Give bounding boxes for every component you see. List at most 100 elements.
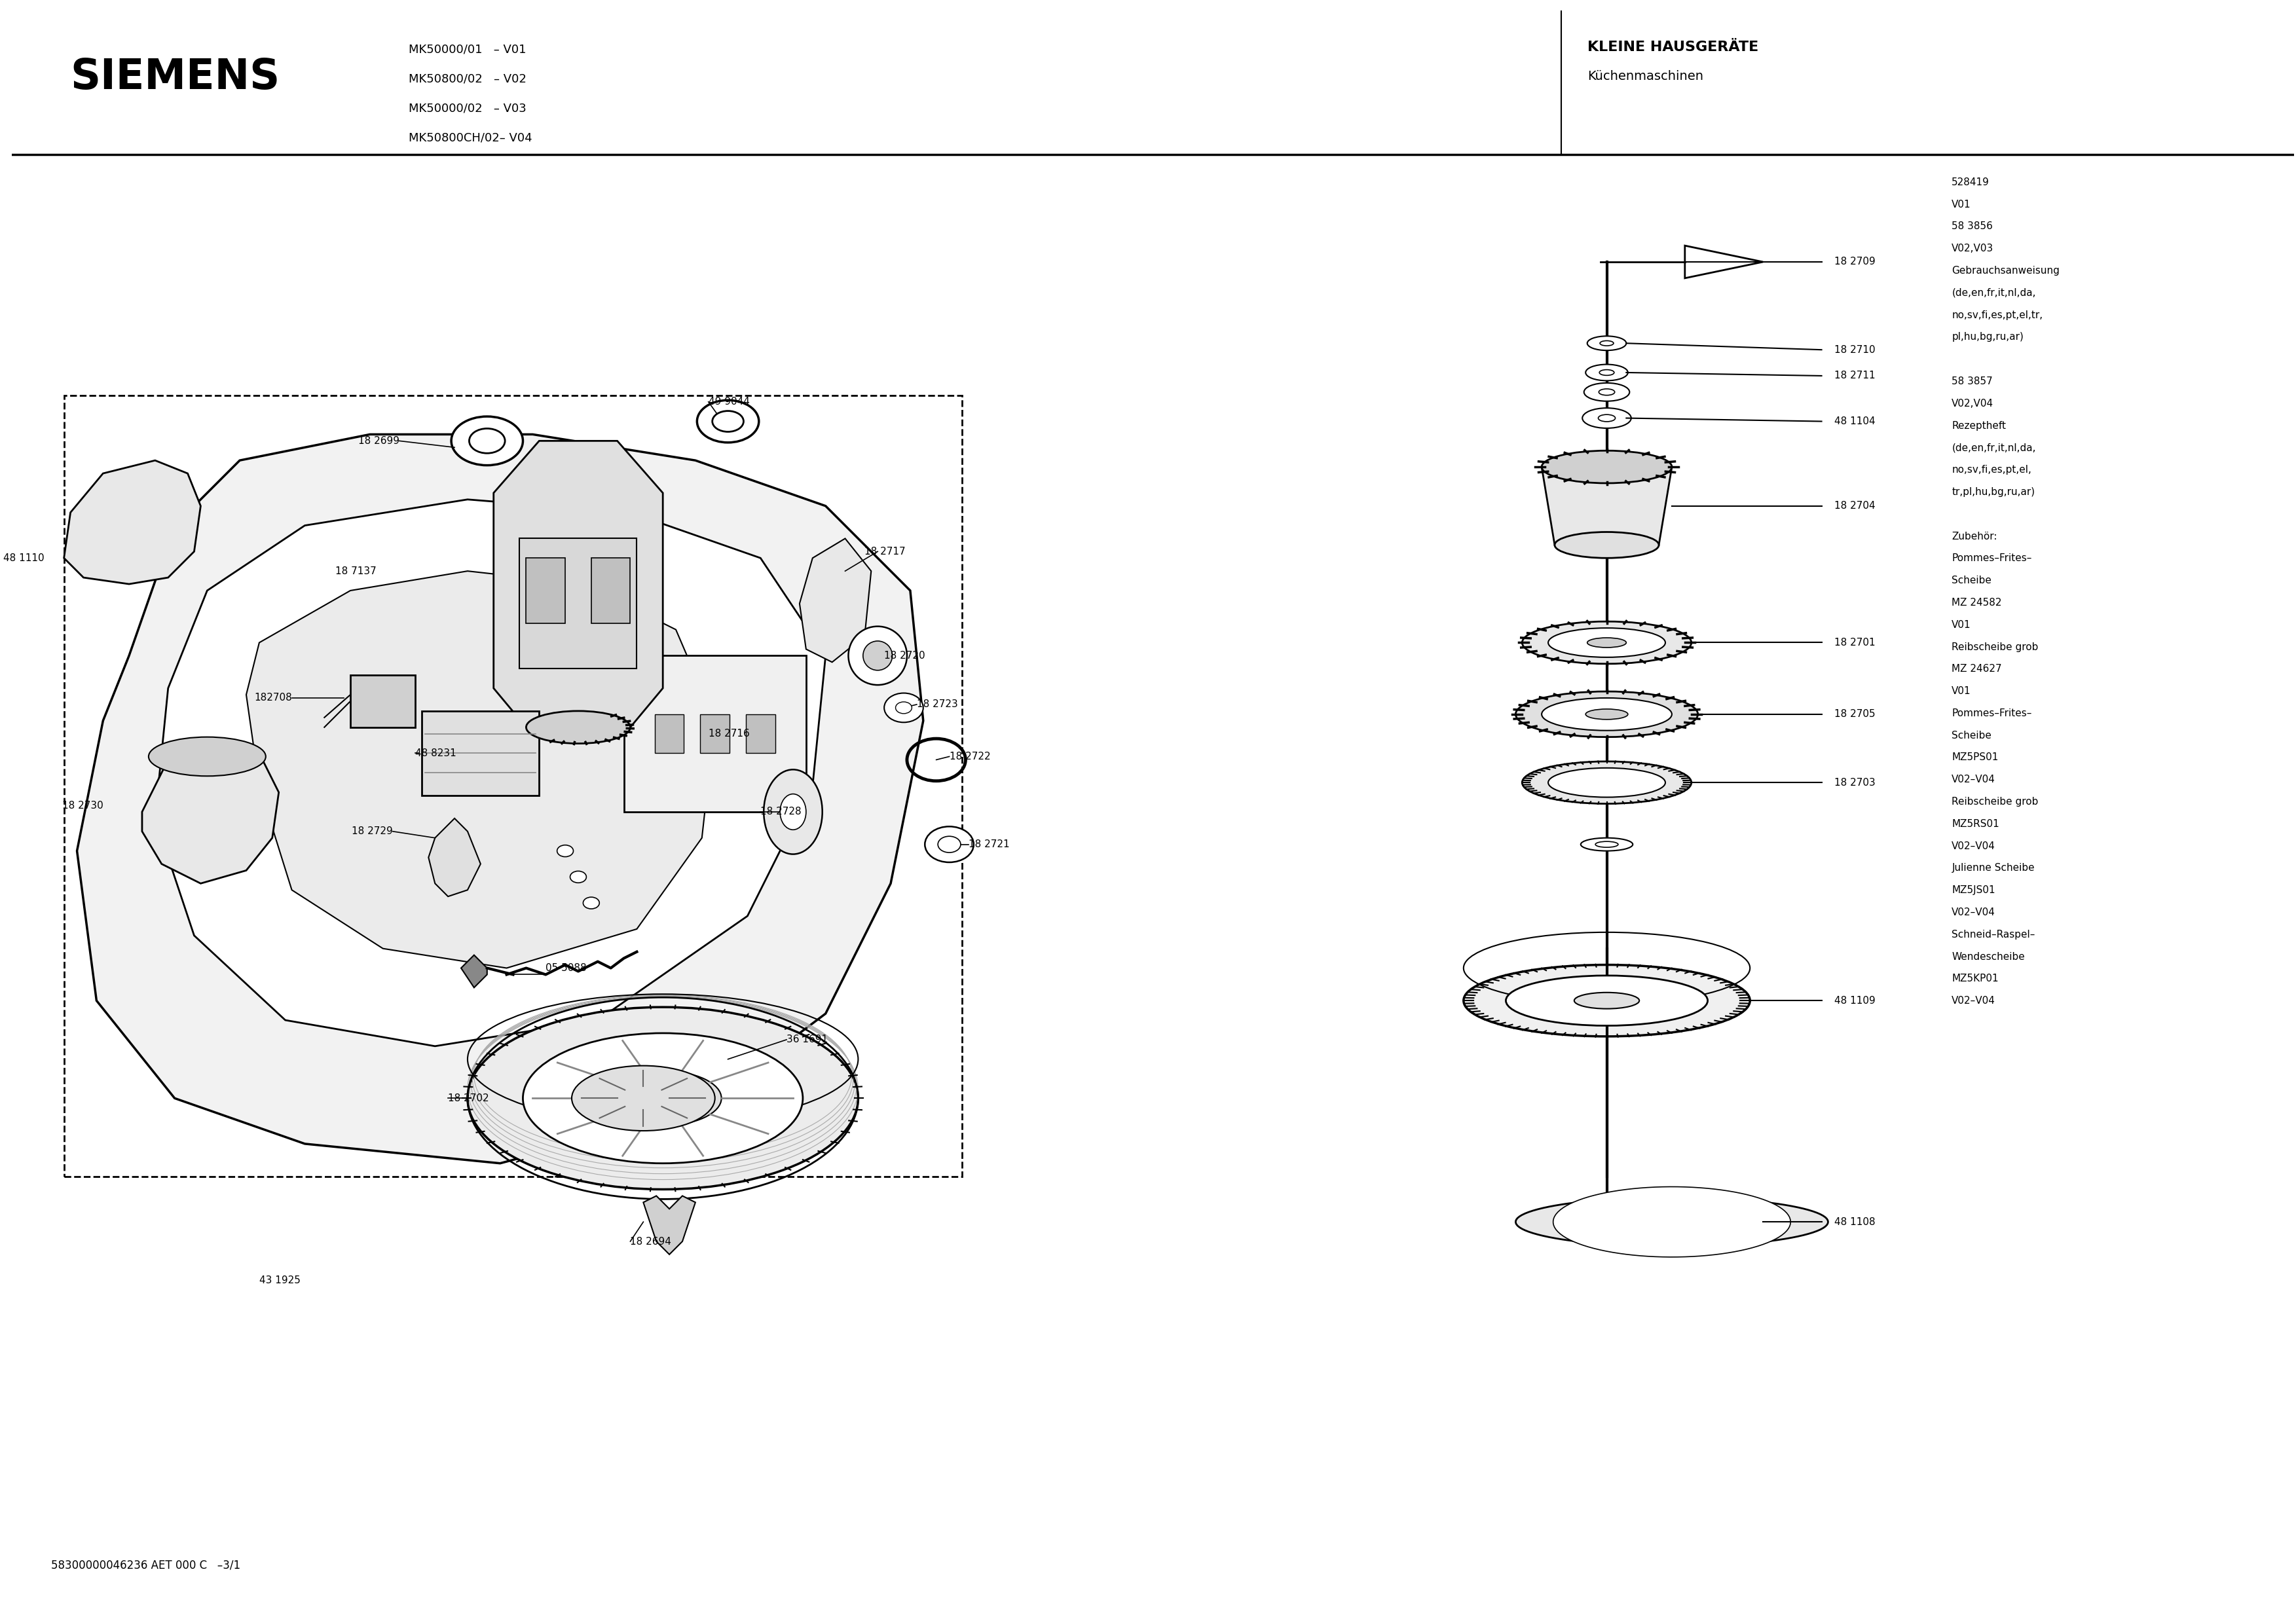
Bar: [746, 714, 776, 753]
Ellipse shape: [1587, 709, 1628, 719]
Text: Julienne Scheibe: Julienne Scheibe: [1952, 864, 2034, 874]
Text: MZ5JS01: MZ5JS01: [1952, 885, 1995, 895]
Ellipse shape: [526, 711, 631, 743]
Polygon shape: [156, 500, 827, 1046]
Bar: [519, 538, 636, 669]
Text: 18 2701: 18 2701: [1835, 638, 1876, 648]
Ellipse shape: [1575, 993, 1639, 1009]
Polygon shape: [1541, 467, 1671, 545]
Text: Reibscheibe grob: Reibscheibe grob: [1952, 796, 2039, 806]
Ellipse shape: [1598, 414, 1616, 422]
Ellipse shape: [1582, 408, 1630, 429]
Text: 18 2703: 18 2703: [1835, 777, 1876, 788]
Ellipse shape: [1541, 698, 1671, 730]
Ellipse shape: [452, 416, 523, 466]
Text: V02,V03: V02,V03: [1952, 243, 1993, 253]
Ellipse shape: [468, 1008, 859, 1190]
Text: 48 1108: 48 1108: [1835, 1217, 1876, 1227]
Ellipse shape: [850, 627, 907, 685]
Text: 18 2722: 18 2722: [948, 751, 990, 761]
Text: no,sv,fi,es,pt,el,tr,: no,sv,fi,es,pt,el,tr,: [1952, 310, 2043, 319]
Text: Rezeptheft: Rezeptheft: [1952, 421, 2007, 430]
Text: Küchenmaschinen: Küchenmaschinen: [1587, 69, 1704, 82]
Text: MZ5KP01: MZ5KP01: [1952, 974, 2000, 983]
Text: 18 2717: 18 2717: [866, 546, 905, 556]
Text: 58 3856: 58 3856: [1952, 221, 1993, 232]
Ellipse shape: [1548, 767, 1665, 798]
Ellipse shape: [1548, 629, 1665, 658]
Ellipse shape: [1600, 340, 1614, 345]
Text: 18 2728: 18 2728: [760, 808, 801, 817]
Bar: [351, 675, 416, 727]
Text: MZ5PS01: MZ5PS01: [1952, 753, 1998, 762]
Ellipse shape: [1584, 384, 1630, 401]
Text: 18 2723: 18 2723: [916, 700, 957, 709]
Polygon shape: [142, 740, 278, 883]
Ellipse shape: [1554, 532, 1658, 558]
Polygon shape: [1552, 1186, 1791, 1257]
Text: 58300000046236 AET 000 C   –3/1: 58300000046236 AET 000 C –3/1: [51, 1559, 241, 1572]
Ellipse shape: [698, 400, 760, 443]
Text: 18 2716: 18 2716: [709, 729, 748, 738]
Text: no,sv,fi,es,pt,el,: no,sv,fi,es,pt,el,: [1952, 464, 2032, 476]
Text: pl,hu,bg,ru,ar): pl,hu,bg,ru,ar): [1952, 332, 2023, 342]
Text: 18 2704: 18 2704: [1835, 501, 1876, 511]
Ellipse shape: [895, 701, 912, 714]
Text: Scheibe: Scheibe: [1952, 730, 1991, 740]
Text: V02–V04: V02–V04: [1952, 996, 1995, 1006]
Text: MZ5RS01: MZ5RS01: [1952, 819, 2000, 829]
Text: 18 7137: 18 7137: [335, 566, 377, 575]
Ellipse shape: [569, 870, 585, 883]
Bar: [625, 656, 806, 812]
Text: 182708: 182708: [255, 693, 292, 703]
Text: 528419: 528419: [1952, 177, 1991, 187]
Bar: [422, 711, 540, 796]
Text: V02–V04: V02–V04: [1952, 775, 1995, 785]
Text: 18 2709: 18 2709: [1835, 256, 1876, 268]
Text: 18 2721: 18 2721: [969, 840, 1010, 850]
Text: (de,en,fr,it,nl,da,: (de,en,fr,it,nl,da,: [1952, 443, 2037, 453]
Polygon shape: [1685, 245, 1763, 279]
Polygon shape: [78, 434, 923, 1164]
Ellipse shape: [1522, 622, 1692, 664]
Text: Reibscheibe grob: Reibscheibe grob: [1952, 642, 2039, 651]
Polygon shape: [461, 954, 487, 988]
Text: 18 2720: 18 2720: [884, 651, 925, 661]
Text: Schneid–Raspel–: Schneid–Raspel–: [1952, 930, 2034, 940]
Text: V02–V04: V02–V04: [1952, 841, 1995, 851]
Bar: [526, 558, 565, 624]
Bar: [654, 714, 684, 753]
Text: 18 2699: 18 2699: [358, 435, 400, 447]
Ellipse shape: [1506, 975, 1708, 1025]
Text: V01: V01: [1952, 621, 1972, 630]
Text: 48 8231: 48 8231: [416, 748, 457, 758]
Ellipse shape: [1587, 638, 1626, 648]
Text: 18 2711: 18 2711: [1835, 371, 1876, 380]
Polygon shape: [429, 819, 480, 896]
Text: V01: V01: [1952, 687, 1972, 696]
Text: MK50000/02   – V03: MK50000/02 – V03: [409, 103, 526, 114]
Polygon shape: [799, 538, 870, 663]
Text: KLEINE HAUSGERÄTE: KLEINE HAUSGERÄTE: [1587, 40, 1759, 53]
Ellipse shape: [712, 411, 744, 432]
Text: 18 2694: 18 2694: [631, 1236, 670, 1246]
Text: Zubehör:: Zubehör:: [1952, 532, 1998, 542]
Ellipse shape: [937, 837, 960, 853]
Text: 48 1110: 48 1110: [2, 553, 44, 563]
Polygon shape: [1515, 1198, 1828, 1246]
Ellipse shape: [1587, 364, 1628, 380]
Polygon shape: [494, 440, 664, 727]
Text: (de,en,fr,it,nl,da,: (de,en,fr,it,nl,da,: [1952, 289, 2037, 298]
Ellipse shape: [1580, 838, 1632, 851]
Text: MZ 24582: MZ 24582: [1952, 598, 2002, 608]
Text: 18 2710: 18 2710: [1835, 345, 1876, 355]
Text: 05 5088: 05 5088: [546, 962, 588, 974]
Ellipse shape: [884, 693, 923, 722]
Text: Pommes–Frites–: Pommes–Frites–: [1952, 708, 2032, 719]
Ellipse shape: [583, 898, 599, 909]
Ellipse shape: [1596, 841, 1619, 848]
Bar: [592, 558, 631, 624]
Text: tr,pl,hu,bg,ru,ar): tr,pl,hu,bg,ru,ar): [1952, 487, 2034, 496]
Ellipse shape: [1541, 451, 1671, 484]
Ellipse shape: [1598, 388, 1614, 395]
